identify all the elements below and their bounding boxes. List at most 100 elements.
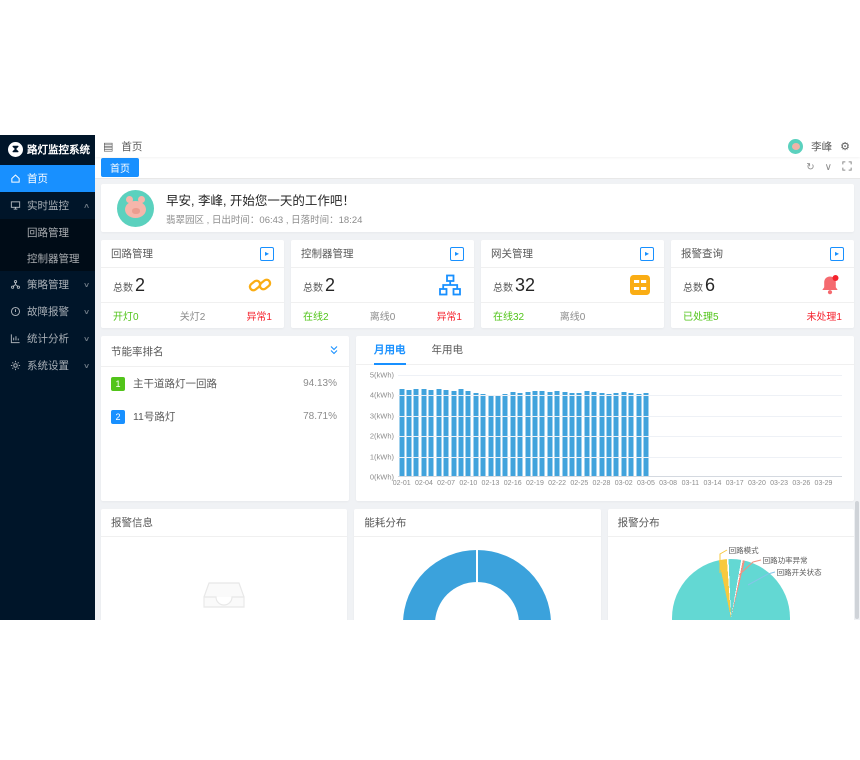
bell-icon <box>818 273 842 297</box>
chevron-down-icon: ∨ <box>82 335 91 343</box>
bar[interactable] <box>621 391 627 476</box>
bar[interactable] <box>510 392 516 476</box>
refresh-icon[interactable]: ↻ <box>806 161 815 173</box>
stat-total-label: 总数 <box>113 282 133 294</box>
x-tick-label: 02-28 <box>592 480 611 487</box>
bar[interactable] <box>532 391 538 476</box>
x-tick-label: 03-17 <box>725 480 744 487</box>
chevron-down-icon[interactable]: ∨ <box>824 161 832 173</box>
bar[interactable] <box>488 394 493 476</box>
bar[interactable] <box>517 393 523 476</box>
energy-distribution-header: 能耗分布 <box>354 509 601 537</box>
ranking-title: 节能率排名 <box>111 345 164 358</box>
energy-tab-月用电[interactable]: 月用电 <box>374 336 406 365</box>
bar[interactable] <box>584 391 590 476</box>
pie-label-回路模式: 回路模式 <box>728 546 759 555</box>
bar[interactable] <box>406 389 412 476</box>
stat-total-label: 总数 <box>493 282 513 294</box>
greeting-title: 早安, 李峰, 开始您一天的工作吧！ <box>166 194 355 208</box>
rank-value: 94.13% <box>303 378 337 389</box>
bar[interactable] <box>428 389 434 476</box>
bar[interactable] <box>525 391 530 476</box>
x-tick-label: 02-22 <box>548 480 567 487</box>
bar[interactable] <box>458 389 464 476</box>
ranking-header: 节能率排名 <box>101 336 349 367</box>
stat-未处理: 未处理1 <box>806 312 842 323</box>
bar[interactable] <box>576 392 582 476</box>
stat-total-label: 总数 <box>303 282 323 294</box>
bar[interactable] <box>451 390 456 476</box>
x-tick-label: 02-19 <box>525 480 544 487</box>
energy-tab-年用电[interactable]: 年用电 <box>431 343 464 356</box>
tab-home[interactable]: 首页 <box>101 158 139 177</box>
sidebar-item-首页[interactable]: 首页 <box>0 165 95 192</box>
sidebar-item-统计分析[interactable]: 统计分析 ∨ <box>0 325 95 352</box>
bar[interactable] <box>599 393 604 476</box>
user-name[interactable]: 李峰 <box>811 140 833 153</box>
x-tick-label: 03-11 <box>681 480 699 487</box>
donut-ring[interactable] <box>403 550 552 620</box>
bar[interactable] <box>606 394 612 476</box>
ranking-item[interactable]: 2 11号路灯 78.71% <box>101 400 349 433</box>
bar[interactable] <box>413 388 419 476</box>
bar[interactable] <box>473 392 479 476</box>
stat-已处理: 已处理5 <box>683 312 719 323</box>
bar[interactable] <box>421 389 427 476</box>
bar[interactable] <box>502 394 508 476</box>
sidebar-subitem-回路管理[interactable]: 回路管理 <box>27 226 69 239</box>
bar[interactable] <box>436 389 442 476</box>
tabbar: 首页 ↻ ∨ <box>95 157 860 179</box>
sidebar: ⧗ 路灯监控系统 首页 实时监控 ∧ 回路管理 控制器管理 策略管理 ∨ 故障报警 ∨ 统计分析 ∨… <box>0 135 95 620</box>
bar[interactable] <box>628 392 634 476</box>
scrollbar-thumb[interactable] <box>855 501 859 619</box>
arrow-link-icon[interactable]: ▸ <box>830 246 844 261</box>
arrow-link-icon[interactable]: ▸ <box>260 246 274 261</box>
bar[interactable] <box>443 389 449 476</box>
sidebar-item-策略管理[interactable]: 策略管理 ∨ <box>0 271 95 298</box>
x-tick-label: 02-01 <box>392 480 411 487</box>
bar[interactable] <box>539 390 545 476</box>
bar[interactable] <box>547 392 553 476</box>
x-tick-label: 02-13 <box>481 480 500 487</box>
bar[interactable] <box>636 393 641 476</box>
fullscreen-icon[interactable] <box>842 161 852 174</box>
sidebar-subitem-控制器管理[interactable]: 控制器管理 <box>27 252 80 265</box>
bar[interactable] <box>480 394 486 476</box>
app-logo-icon: ⧗ <box>8 142 23 157</box>
arrow-link-icon[interactable]: ▸ <box>640 246 654 261</box>
bar[interactable] <box>643 393 649 476</box>
empty-state: 暂无数据 <box>101 537 347 620</box>
bar[interactable] <box>495 395 501 476</box>
stat-card-footer: 在线2 离线0 异常1 <box>291 302 474 328</box>
stat-card-body: 总数 6 <box>671 268 854 302</box>
sidebar-item-label: 故障报警 <box>27 306 69 318</box>
bar[interactable] <box>399 388 405 476</box>
stat-card-header: 网关管理 ▸ <box>481 240 664 268</box>
breadcrumb[interactable]: 首页 <box>121 140 143 153</box>
stat-card-body: 总数 32 <box>481 268 664 302</box>
user-avatar[interactable] <box>788 138 804 154</box>
bar[interactable] <box>562 391 567 476</box>
sidebar-item-实时监控[interactable]: 实时监控 ∧ <box>0 192 95 219</box>
bar[interactable] <box>554 391 560 476</box>
stat-card-title: 报警查询 <box>681 248 723 260</box>
sidebar-item-故障报警[interactable]: 故障报警 ∨ <box>0 298 95 325</box>
bar[interactable] <box>613 392 619 476</box>
topbar: ▤ 首页 李峰 ⚙ <box>95 135 860 157</box>
menu-collapse-icon[interactable]: ▤ <box>103 140 114 153</box>
stat-empty <box>746 308 780 323</box>
alarm-pie-chart: 回路模式 回路功率异常 回路开关状态 <box>608 537 854 620</box>
stats-row: 回路管理 ▸ 总数 2 开灯0 关灯2 异常1 控制器管理 ▸ 总数 2 在线2 离线0 异常1 网关管理 ▸… <box>101 240 854 328</box>
settings-gear-icon[interactable]: ⚙ <box>840 140 850 153</box>
bar[interactable] <box>465 390 471 476</box>
bar[interactable] <box>569 392 575 476</box>
bar[interactable] <box>591 391 597 476</box>
ranking-item[interactable]: 1 主干道路灯一回路 94.13% <box>101 367 349 400</box>
stat-card-报警查询: 报警查询 ▸ 总数 6 已处理5 未处理1 <box>671 240 854 328</box>
stat-card-回路管理: 回路管理 ▸ 总数 2 开灯0 关灯2 异常1 <box>101 240 284 328</box>
sidebar-item-系统设置[interactable]: 系统设置 ∨ <box>0 352 95 379</box>
arrow-link-icon[interactable]: ▸ <box>450 246 464 261</box>
stat-card-body: 总数 2 <box>101 268 284 302</box>
double-chevron-down-icon[interactable] <box>329 342 339 360</box>
